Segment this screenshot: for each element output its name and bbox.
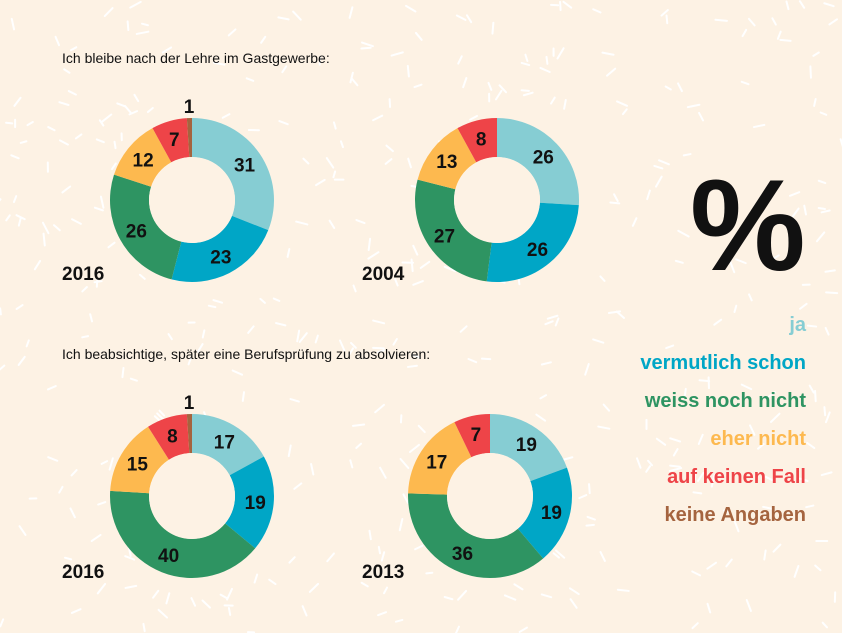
data-label: 26 (527, 240, 548, 261)
legend-item: eher nicht (710, 428, 806, 450)
legend-item: weiss noch nicht (644, 390, 806, 412)
data-label: 26 (126, 222, 147, 243)
donut-slice-vermutlich-schon (225, 456, 274, 549)
data-label: 19 (541, 503, 562, 524)
year-label: 2013 (362, 562, 405, 583)
data-label: 31 (234, 155, 256, 176)
donut-hole (454, 157, 540, 243)
data-label: 1 (184, 97, 195, 118)
section-title-2: Ich beabsichtige, später eine Berufsprüf… (62, 346, 431, 362)
data-label: 12 (133, 151, 154, 172)
section-title-1: Ich bleibe nach der Lehre im Gastgewerbe… (62, 50, 330, 66)
data-label: 8 (167, 427, 178, 448)
donut-slice-vermutlich-schon (517, 467, 573, 559)
data-label: 17 (426, 452, 447, 473)
data-label: 15 (127, 455, 149, 476)
donut-slice-auf-keinen-Fall (152, 118, 190, 163)
data-label: 7 (169, 130, 180, 151)
donut-slice-auf-keinen-Fall (457, 118, 497, 163)
data-label: 40 (158, 546, 179, 567)
data-label: 19 (516, 435, 537, 456)
data-label: 19 (245, 493, 266, 514)
donut-slice-weiss-noch-nicht (408, 493, 544, 578)
legend: ja vermutlich schon weiss noch nicht ehe… (640, 306, 806, 534)
donut-hole (149, 453, 235, 539)
donut-slice-auf-keinen-Fall (148, 414, 190, 460)
donut-slice-eher-nicht (408, 422, 472, 495)
data-label: 8 (476, 129, 487, 150)
donut-slice-eher-nicht (417, 128, 477, 190)
data-label: 27 (434, 227, 455, 248)
data-label: 26 (533, 148, 554, 169)
legend-item: auf keinen Fall (667, 466, 806, 488)
data-label: 1 (184, 393, 195, 414)
year-label: 2004 (362, 264, 405, 285)
donut-slice-keine-Angaben (186, 414, 192, 454)
legend-item: ja (789, 314, 806, 336)
donut-slice-eher-nicht (114, 128, 172, 187)
donut-slice-weiss-noch-nicht (414, 179, 492, 282)
donut-slice-keine-Angaben (186, 118, 192, 158)
donut-slice-vermutlich-schon (486, 202, 579, 282)
donut-hole (149, 157, 235, 243)
donut-slice-weiss-noch-nicht (110, 490, 256, 578)
year-label: 2016 (62, 562, 105, 583)
donut-hole (447, 453, 533, 539)
year-label: 2016 (62, 264, 105, 285)
donut-slice-ja (490, 414, 567, 482)
legend-item: vermutlich schon (640, 352, 806, 374)
donut-slice-vermutlich-schon (171, 215, 269, 283)
donut-slice-weiss-noch-nicht (109, 174, 182, 280)
data-label: 17 (214, 432, 235, 453)
data-label: 13 (436, 152, 457, 173)
donut-slice-ja (497, 118, 579, 206)
data-label: 36 (452, 544, 473, 565)
data-label: 7 (471, 425, 482, 446)
donut-slice-ja (192, 414, 264, 476)
legend-item: keine Angaben (664, 504, 806, 526)
donut-slice-ja (192, 118, 274, 231)
donut-slice-eher-nicht (110, 426, 169, 494)
data-label: 23 (210, 248, 231, 269)
percent-sign: % (690, 152, 806, 298)
donut-slice-auf-keinen-Fall (454, 414, 490, 458)
